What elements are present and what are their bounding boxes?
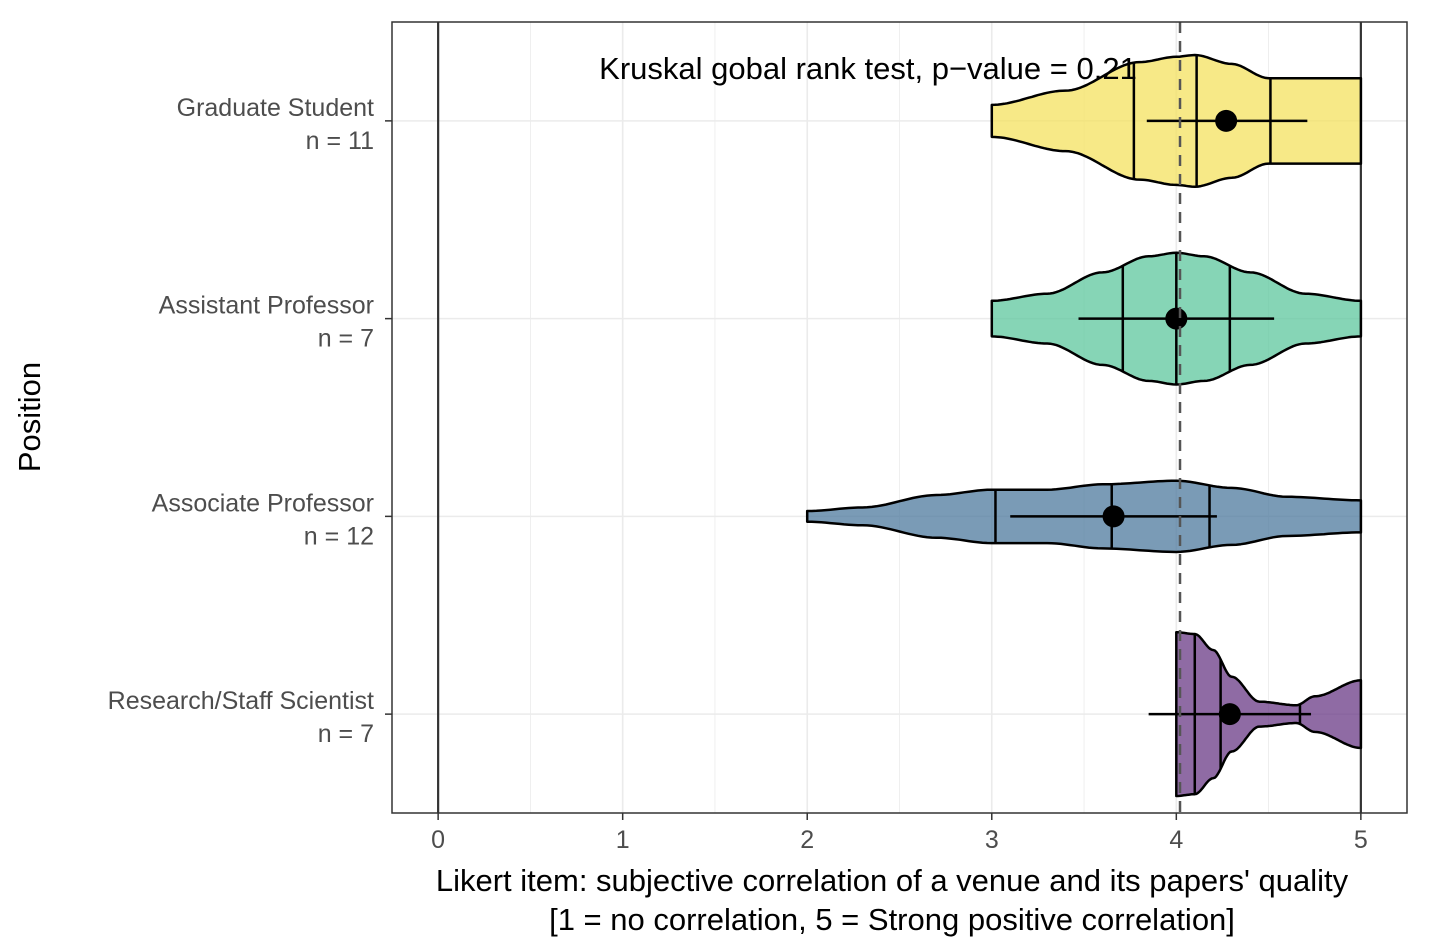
mean-point [1102,505,1125,528]
mean-point [1165,307,1188,330]
violin-layer [805,53,1363,798]
x-tick-label: 5 [1354,826,1368,854]
x-tick-label: 0 [431,826,445,854]
x-tick-label: 2 [800,826,814,854]
y-tick-n-label: n = 7 [318,720,374,748]
mean-point [1218,703,1241,726]
x-axis-title-line1: Likert item: subjective correlation of a… [436,863,1349,898]
plot-panel-border [391,21,1408,814]
annotation-text: Kruskal gobal rank test, p−value = 0.21 [599,51,1137,86]
y-tick-label: Assistant Professor [159,292,374,320]
x-tick-label: 4 [1169,826,1183,854]
y-tick-n-label: n = 11 [306,127,374,155]
y-tick-label: Associate Professor [152,489,374,517]
x-tick-label: 1 [616,826,630,854]
x-tick-label: 3 [985,826,999,854]
y-axis-title: Position [12,362,47,472]
y-tick-label: Graduate Student [177,94,374,122]
x-axis-title-line2: [1 = no correlation, 5 = Strong positive… [549,902,1235,937]
y-tick-label: Research/Staff Scientist [108,687,374,715]
y-tick-n-label: n = 12 [304,522,374,550]
y-tick-n-label: n = 7 [318,325,374,353]
mean-point [1215,109,1238,132]
axis-layer: 0 1 2 3 4 5 Graduate Student n = 11 Assistant Pr… [108,94,1368,854]
